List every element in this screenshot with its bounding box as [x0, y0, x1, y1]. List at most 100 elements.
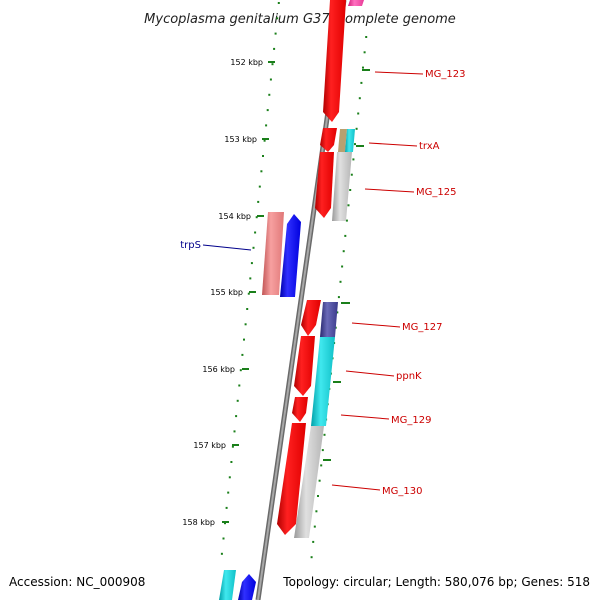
tick-dot	[271, 63, 274, 66]
gene-MG_130-red[interactable]	[277, 423, 306, 535]
gene-label-MG_125[interactable]: MG_125	[416, 187, 456, 198]
forward-strand-genes	[277, 0, 364, 538]
gene-label-MG_127[interactable]: MG_127	[402, 322, 442, 333]
genome-summary-text: Topology: circular; Length: 580,076 bp; …	[282, 575, 590, 589]
label-leader	[340, 414, 390, 420]
tick-dot	[350, 173, 353, 176]
label-leader	[364, 188, 415, 193]
tick-dot	[354, 143, 356, 146]
tick-dot	[344, 234, 347, 237]
gene-bottom-blue[interactable]	[238, 574, 256, 600]
tick-dot	[257, 200, 260, 203]
gene-label-MG_129[interactable]: MG_129	[391, 415, 431, 426]
kbp-label: 156 kbp	[202, 365, 235, 374]
tick-dot	[352, 158, 355, 161]
tick-dot	[342, 250, 345, 253]
tick-dot	[318, 479, 321, 482]
gene-trpS-pink[interactable]	[262, 212, 284, 295]
kbp-label: 157 kbp	[193, 441, 226, 450]
tick-dot	[347, 204, 350, 207]
tick-dot	[277, 2, 280, 4]
map-title: Mycoplasma genitalium G37, complete geno…	[144, 12, 456, 27]
tick-dot	[317, 495, 319, 497]
tick-dot	[360, 81, 363, 84]
tick-dot	[365, 36, 368, 38]
tick-dot	[230, 461, 233, 463]
tick-dot	[320, 464, 323, 467]
tick-dot	[341, 265, 344, 268]
gene-small-red[interactable]	[320, 128, 337, 152]
tick-dot	[260, 170, 263, 173]
gene-MG_127-red[interactable]	[301, 300, 321, 336]
tick-dot	[250, 262, 253, 265]
tick-dot	[269, 78, 272, 81]
tick-dot	[355, 127, 358, 130]
label-leader	[374, 71, 424, 75]
tick-dot	[235, 415, 238, 418]
gene-label-trpS[interactable]: trpS	[180, 240, 201, 251]
tick-dot	[362, 66, 364, 69]
gene-top-magenta[interactable]	[348, 0, 364, 6]
gene-trpS-blue[interactable]	[280, 214, 301, 297]
tick-dot	[244, 323, 247, 326]
kbp-label: 155 kbp	[210, 288, 243, 297]
tick-dot	[358, 97, 361, 100]
scale-labels: 152 kbp 153 kbp 154 kbp 155 kbp 156 kbp …	[182, 58, 370, 527]
gene-label-MG_130[interactable]: MG_130	[382, 486, 422, 497]
tick-dot	[222, 537, 225, 540]
tick-dot	[236, 399, 239, 402]
tick-dot	[274, 32, 277, 35]
tick-dot	[266, 109, 269, 112]
label-leader	[202, 244, 252, 251]
tick-dot	[241, 353, 244, 356]
gene-label-trxA[interactable]: trxA	[419, 141, 440, 152]
tick-dot	[337, 296, 340, 299]
gene-label-ppnK[interactable]: ppnK	[396, 371, 422, 382]
tick-dot	[339, 280, 342, 283]
tick-dot	[231, 445, 234, 448]
gene-bottom-cyan[interactable]	[219, 570, 236, 600]
tick-dot	[321, 449, 324, 452]
tick-dot	[363, 51, 366, 54]
tick-dot	[276, 17, 279, 20]
tick-dot	[220, 552, 223, 555]
tick-dot	[315, 510, 318, 513]
tick-dot	[336, 311, 339, 314]
gene-MG_130-gray[interactable]	[294, 426, 324, 538]
tick-dot	[254, 231, 257, 234]
gene-tan[interactable]	[338, 129, 347, 152]
gene-trxA[interactable]	[345, 129, 355, 152]
tick-dot	[227, 491, 230, 494]
kbp-label: 158 kbp	[182, 518, 215, 527]
gene-MG_125-gray[interactable]	[332, 152, 352, 221]
tick-dot	[357, 112, 360, 115]
tick-dot	[243, 338, 245, 341]
tick-dot	[258, 185, 261, 188]
tick-dot	[247, 292, 250, 295]
gene-label-MG_123[interactable]: MG_123	[425, 69, 465, 80]
label-leader	[331, 484, 381, 491]
gene-ppnK-cyan[interactable]	[311, 337, 335, 426]
tick-dot	[349, 189, 352, 191]
tick-dot	[246, 308, 249, 310]
accession-text: Accession: NC_000908	[9, 575, 145, 589]
tick-dot	[239, 369, 242, 372]
gene-MG_129-red[interactable]	[292, 397, 308, 422]
kbp-label: 154 kbp	[218, 212, 251, 221]
tick-dot	[228, 476, 231, 479]
tick-dot	[249, 277, 252, 280]
tick-dot	[323, 433, 326, 436]
tick-dot	[238, 384, 241, 387]
tick-dot	[224, 522, 226, 525]
tick-dot	[312, 540, 315, 543]
tick-dot	[233, 430, 236, 433]
reverse-strand-genes	[219, 212, 301, 600]
gene-MG_127-purple[interactable]	[320, 302, 338, 337]
label-leader	[345, 370, 395, 377]
gene-MG_123-red[interactable]	[323, 0, 346, 122]
tick-dot	[225, 506, 228, 509]
gene-ppnK-red[interactable]	[294, 336, 315, 396]
gene-MG_125-red[interactable]	[315, 152, 334, 218]
tick-dot	[263, 139, 266, 142]
tick-dot	[252, 246, 255, 249]
